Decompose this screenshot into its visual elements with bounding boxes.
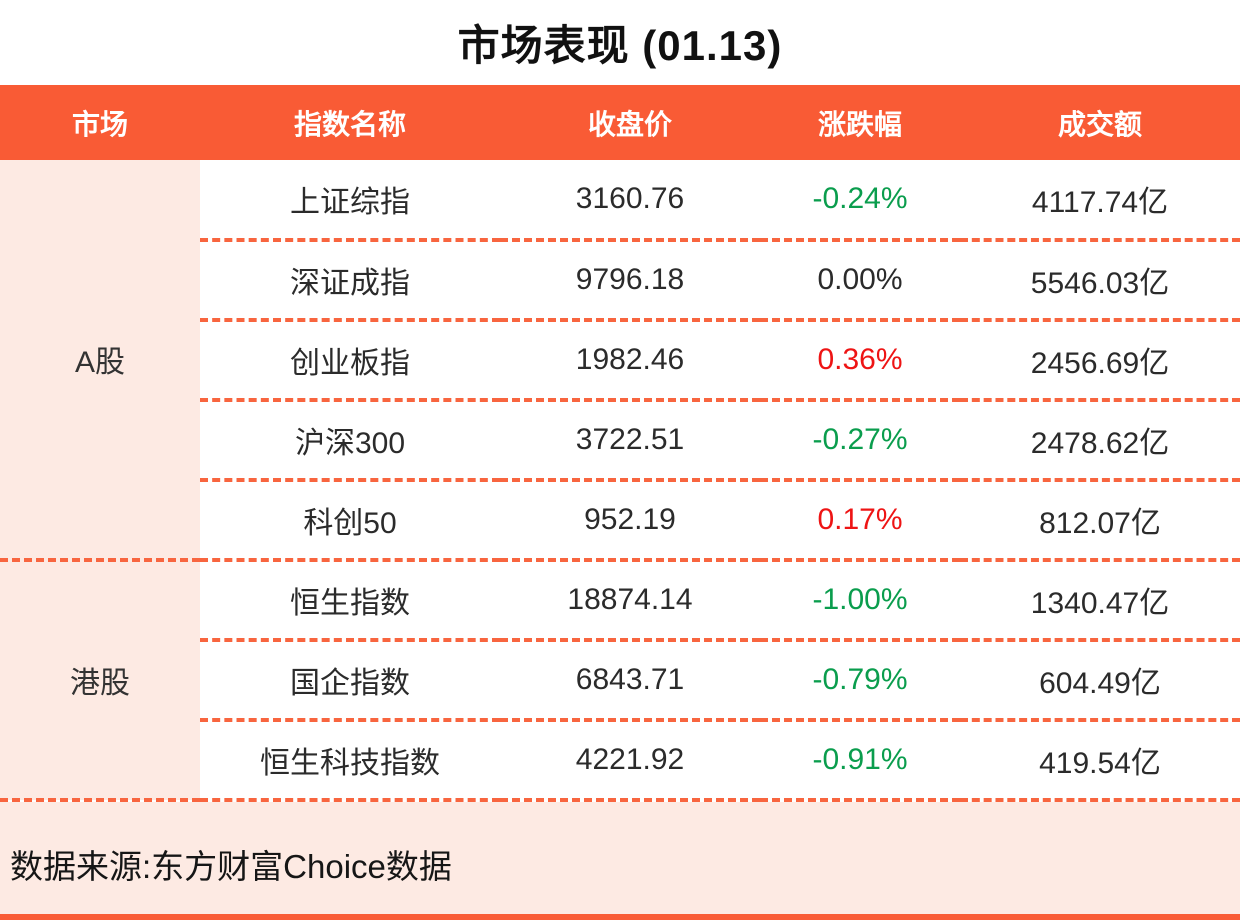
- index-name: 恒生科技指数: [200, 720, 500, 802]
- column-header-turnover: 成交额: [960, 85, 1240, 160]
- data-source-note: 数据来源:东方财富Choice数据: [0, 802, 1240, 914]
- turnover: 2456.69亿: [960, 320, 1240, 402]
- index-name: 科创50: [200, 480, 500, 562]
- table-body: A股 上证综指 3160.76 -0.24% 4117.74亿 深证成指 979…: [0, 160, 1240, 802]
- column-header-change-pct: 涨跌幅: [760, 85, 960, 160]
- change-pct: -0.24%: [760, 160, 960, 242]
- index-name: 创业板指: [200, 320, 500, 402]
- turnover: 5546.03亿: [960, 240, 1240, 322]
- column-header-close-price: 收盘价: [500, 85, 760, 160]
- change-pct: 0.17%: [760, 480, 960, 562]
- close-price: 9796.18: [500, 240, 760, 322]
- change-pct: -0.27%: [760, 400, 960, 482]
- column-header-index-name: 指数名称: [200, 85, 500, 160]
- turnover: 2478.62亿: [960, 400, 1240, 482]
- close-price: 3722.51: [500, 400, 760, 482]
- table-row: 深证成指 9796.18 0.00% 5546.03亿: [0, 240, 1240, 322]
- close-price: 4221.92: [500, 720, 760, 802]
- turnover: 419.54亿: [960, 720, 1240, 802]
- close-price: 6843.71: [500, 640, 760, 722]
- change-pct: -1.00%: [760, 560, 960, 642]
- close-price: 3160.76: [500, 160, 760, 242]
- table-row: 科创50 952.19 0.17% 812.07亿: [0, 480, 1240, 562]
- change-pct: -0.91%: [760, 720, 960, 802]
- header-row: 市场 指数名称 收盘价 涨跌幅 成交额: [0, 85, 1240, 160]
- index-name: 上证综指: [200, 160, 500, 242]
- column-header-market: 市场: [0, 85, 200, 160]
- table-row: A股 上证综指 3160.76 -0.24% 4117.74亿: [0, 160, 1240, 562]
- turnover: 4117.74亿: [960, 160, 1240, 242]
- change-pct: 0.36%: [760, 320, 960, 402]
- turnover: 1340.47亿: [960, 560, 1240, 642]
- table-row: 港股 恒生指数 18874.14 -1.00% 1340.47亿: [0, 560, 1240, 802]
- market-group-label-hk-shares: 港股: [0, 560, 200, 802]
- market-table: 市场 指数名称 收盘价 涨跌幅 成交额 A股 上证综指 3160.76 -0.2…: [0, 85, 1240, 802]
- index-name: 国企指数: [200, 640, 500, 722]
- table-row: 创业板指 1982.46 0.36% 2456.69亿: [0, 320, 1240, 402]
- table-row: 沪深300 3722.51 -0.27% 2478.62亿: [0, 400, 1240, 482]
- index-name: 深证成指: [200, 240, 500, 322]
- turnover: 604.49亿: [960, 640, 1240, 722]
- page-title: 市场表现 (01.13): [457, 22, 783, 69]
- table-row: 国企指数 6843.71 -0.79% 604.49亿: [0, 640, 1240, 722]
- close-price: 1982.46: [500, 320, 760, 402]
- change-pct: 0.00%: [760, 240, 960, 322]
- bottom-accent-bar: [0, 914, 1240, 920]
- index-name: 沪深300: [200, 400, 500, 482]
- close-price: 952.19: [500, 480, 760, 562]
- table-row: 恒生科技指数 4221.92 -0.91% 419.54亿: [0, 720, 1240, 802]
- close-price: 18874.14: [500, 560, 760, 642]
- change-pct: -0.79%: [760, 640, 960, 722]
- turnover: 812.07亿: [960, 480, 1240, 562]
- index-name: 恒生指数: [200, 560, 500, 642]
- table-header: 市场 指数名称 收盘价 涨跌幅 成交额: [0, 85, 1240, 160]
- market-group-label-a-shares: A股: [0, 160, 200, 562]
